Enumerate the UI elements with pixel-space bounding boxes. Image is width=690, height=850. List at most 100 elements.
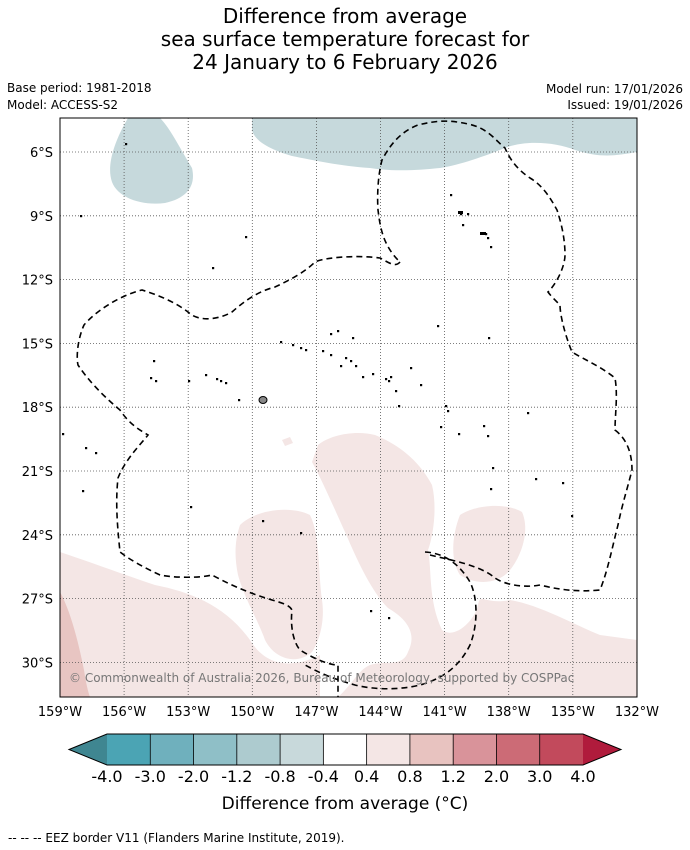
island-mark	[485, 233, 488, 236]
colorbar-segment	[366, 734, 411, 765]
cool-anomaly-region	[110, 118, 193, 204]
eez-border-line	[76, 120, 633, 697]
island-mark	[95, 452, 98, 455]
lon-label: 153°W	[166, 705, 210, 720]
colorbar-segment	[323, 734, 368, 765]
lat-label: 30°S	[22, 656, 53, 671]
island-mark	[153, 360, 156, 363]
title-line-2: sea surface temperature forecast for	[160, 27, 530, 51]
island-mark	[372, 373, 375, 376]
island-mark	[388, 617, 391, 620]
colorbar-segment	[409, 734, 454, 765]
colorbar-low-extend	[69, 734, 107, 765]
lat-label: 24°S	[22, 529, 53, 544]
issued-date: Issued: 19/01/2026	[567, 98, 683, 112]
island-mark	[340, 365, 343, 368]
island-mark	[395, 390, 398, 393]
island-mark	[388, 380, 391, 383]
colorbar-segment	[150, 734, 195, 765]
island-mark	[490, 246, 493, 249]
island-mark	[458, 211, 463, 214]
colorbar-tick-label: 0.8	[397, 767, 422, 786]
island-mark	[445, 405, 448, 408]
colorbar-tick-label: -3.0	[135, 767, 166, 786]
island-mark	[385, 378, 388, 381]
eez-footer-note: -- -- -- EEZ border V11 (Flanders Marine…	[8, 831, 345, 845]
island-mark	[300, 532, 303, 535]
colorbar-tick-label: -0.4	[308, 767, 339, 786]
island-mark	[238, 399, 241, 402]
lon-label: 150°W	[230, 705, 274, 720]
island-mark	[390, 376, 393, 379]
colorbar-tick-label: 3.0	[527, 767, 552, 786]
island-mark	[420, 384, 423, 387]
island-mark	[82, 490, 85, 493]
island-mark	[337, 330, 340, 333]
lon-label: 159°W	[38, 705, 82, 720]
island-mark	[437, 325, 440, 328]
island-mark	[352, 337, 355, 340]
island-mark	[190, 506, 193, 509]
island-mark	[362, 376, 365, 379]
island-mark	[322, 350, 325, 353]
island-mark	[212, 267, 215, 270]
island-mark	[458, 433, 461, 436]
colorbar-tick-label: -2.0	[178, 767, 209, 786]
colorbar-outline	[67, 733, 623, 766]
map-frame	[59, 117, 638, 698]
island-mark	[410, 367, 413, 370]
model-name: Model: ACCESS-S2	[7, 98, 119, 112]
warm-anomaly-region	[312, 433, 637, 697]
title-line-3: 24 January to 6 February 2026	[192, 50, 498, 74]
copyright-text: © Commonwealth of Australia 2026, Bureau…	[69, 671, 574, 685]
island-mark	[527, 412, 530, 415]
island-mark	[155, 380, 158, 383]
island-mark	[300, 347, 303, 350]
island-mark	[490, 488, 493, 491]
island-mark	[85, 447, 88, 450]
island-mark	[483, 425, 486, 428]
island-mark	[188, 380, 191, 383]
sst-anomaly-map: 6°S 9°S 12°S 15°S 18°S 21°S 24°S 27°S 30°S 159°W…	[22, 117, 659, 786]
lon-label: 141°W	[423, 705, 467, 720]
lon-label: 147°W	[294, 705, 338, 720]
colorbar-segment	[193, 734, 238, 765]
lon-label: 156°W	[102, 705, 146, 720]
lat-label: 9°S	[30, 210, 53, 225]
warm-anomaly-region	[282, 437, 293, 446]
colorbar-tick-label: 2.0	[484, 767, 509, 786]
island-mark	[480, 232, 486, 235]
longitude-labels: 159°W 156°W 153°W 150°W 147°W 144°W 141°W 138°W…	[38, 705, 659, 720]
island-mark	[488, 337, 491, 340]
island-mark	[447, 410, 450, 413]
island-mark	[262, 520, 265, 523]
warm-anomaly-region	[60, 552, 320, 697]
island-mark	[440, 426, 443, 429]
latitude-labels: 6°S 9°S 12°S 15°S 18°S 21°S 24°S 27°S 30°S	[22, 146, 53, 671]
colorbar-label: Difference from average (°C)	[221, 794, 469, 814]
island-mark	[216, 378, 219, 381]
island-mark	[258, 396, 268, 404]
warm-anomaly-region	[108, 628, 124, 633]
lat-label: 15°S	[22, 337, 53, 352]
island-mark	[330, 354, 333, 357]
island-mark	[80, 215, 83, 218]
model-run: Model run: 17/01/2026	[545, 82, 683, 96]
island-mark	[487, 435, 490, 438]
island-mark	[205, 374, 208, 377]
island-mark	[355, 365, 358, 368]
island-mark	[345, 357, 348, 360]
colorbar-tick-label: -0.8	[264, 767, 295, 786]
colorbar-tick-label: -1.2	[221, 767, 252, 786]
lat-label: 27°S	[22, 593, 53, 608]
island-mark	[562, 482, 565, 485]
colorbar-tick-label: 0.4	[354, 767, 379, 786]
island-mark	[462, 224, 465, 227]
lat-label: 21°S	[22, 465, 53, 480]
island-mark	[330, 333, 333, 336]
warm-anomaly-region	[453, 505, 526, 582]
island-mark	[492, 467, 495, 470]
islands	[62, 143, 574, 620]
island-mark	[460, 213, 463, 216]
lat-label: 18°S	[22, 401, 53, 416]
